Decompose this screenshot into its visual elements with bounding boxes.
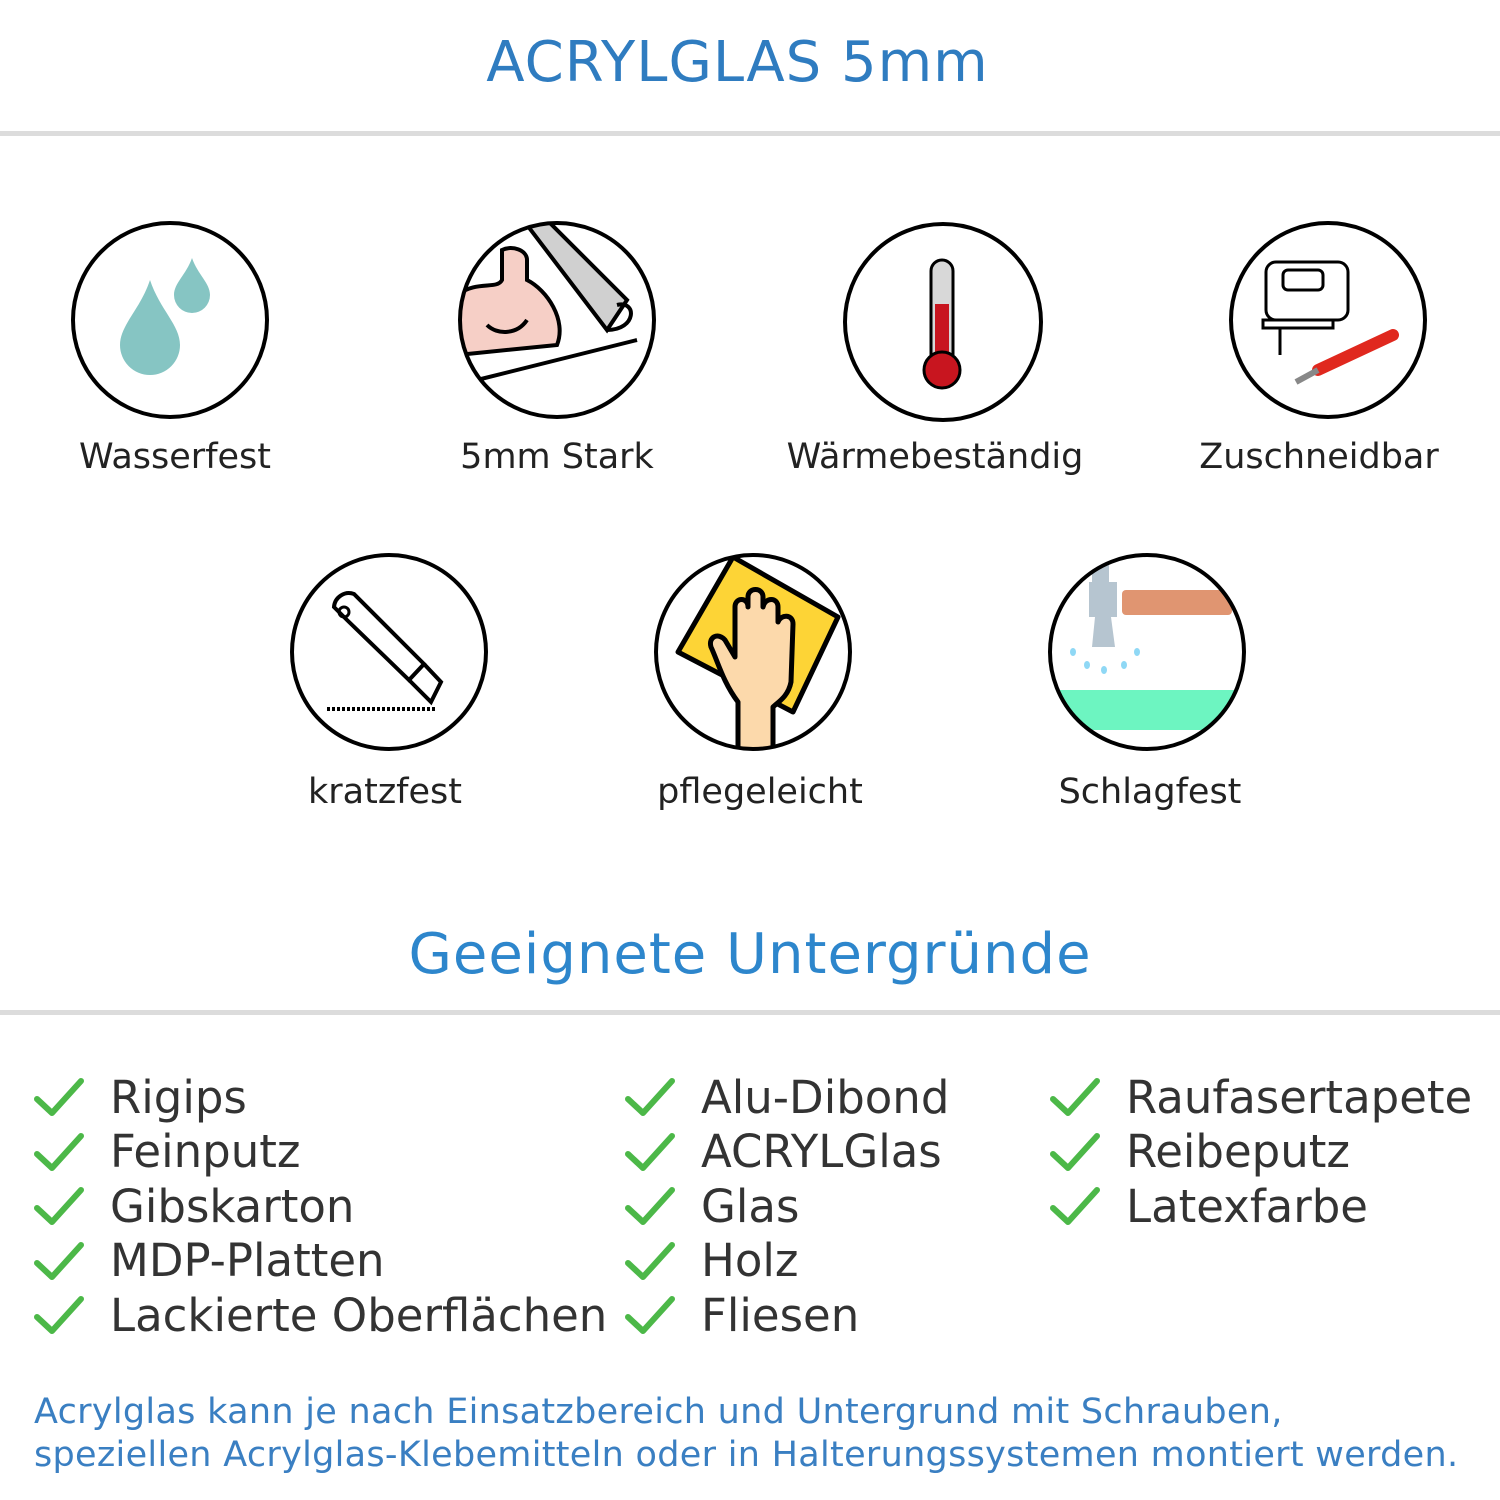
surface-item: Latexfarbe [1050,1179,1368,1233]
feature-label: 5mm Stark [460,437,654,477]
water-drops-icon [71,221,269,419]
thermometer-icon [843,222,1043,422]
surface-label: Holz [701,1234,799,1287]
check-icon [625,1241,675,1280]
check-icon [625,1078,675,1116]
surface-item: Alu-Dibond [625,1070,949,1124]
feature-label: Wasserfest [78,437,272,477]
hammer-icon [1048,553,1246,751]
surface-label: Glas [701,1179,800,1233]
surface-item: Fliesen [625,1288,859,1342]
surface-label: ACRYLGlas [701,1125,942,1178]
surface-label: Alu-Dibond [701,1070,950,1124]
check-icon [34,1241,84,1280]
surface-label: MDP-Platten [110,1234,385,1287]
feature-label: Schlagfest [1058,772,1242,812]
surface-label: Reibeputz [1126,1125,1351,1178]
surface-label: Rigips [110,1070,247,1124]
footer-text: Acrylglas kann je nach Einsatzbereich un… [34,1392,1283,1432]
surface-item: Raufasertapete [1050,1070,1472,1124]
surface-item: Holz [625,1234,799,1288]
surface-label: Fliesen [701,1288,860,1342]
surface-label: Raufasertapete [1126,1070,1473,1124]
feature-label: Zuschneidbar [1199,437,1439,477]
check-icon [34,1078,84,1116]
check-icon [34,1187,84,1225]
surface-label: Lackierte Oberflächen [110,1288,608,1342]
surface-item: Glas [625,1179,799,1233]
surface-item: Feinputz [34,1125,300,1179]
check-icon [1050,1132,1100,1171]
surface-item: Reibeputz [1050,1125,1350,1179]
divider [0,1010,1500,1015]
section-title: Geeignete Untergründe [408,922,1092,987]
surface-item: Gibskarton [34,1179,354,1233]
surface-item: ACRYLGlas [625,1125,942,1179]
divider [0,131,1500,136]
check-icon [625,1132,675,1171]
surface-item: Lackierte Oberflächen [34,1288,607,1342]
utility-knife-icon [290,553,488,751]
cleaning-hand-icon [654,553,852,751]
feature-label: kratzfest [307,772,462,812]
check-icon [34,1132,84,1171]
check-icon [1050,1078,1100,1116]
check-icon [34,1296,84,1334]
check-icon [1050,1187,1100,1225]
check-icon [625,1187,675,1225]
surface-item: Rigips [34,1070,247,1124]
feature-label: Wärmebeständig [786,437,1084,477]
surface-label: Feinputz [110,1125,301,1178]
jigsaw-cutter-icon [1229,221,1427,419]
check-icon [625,1296,675,1334]
surface-label: Latexfarbe [1126,1179,1368,1233]
footer-text: speziellen Acrylglas-Klebemitteln oder i… [34,1435,1459,1475]
page-title: ACRYLGLAS 5mm [486,30,989,95]
feature-label: pflegeleicht [657,772,863,812]
strong-arm-icon [458,221,656,419]
surface-item: MDP-Platten [34,1234,385,1288]
surface-label: Gibskarton [110,1179,355,1233]
